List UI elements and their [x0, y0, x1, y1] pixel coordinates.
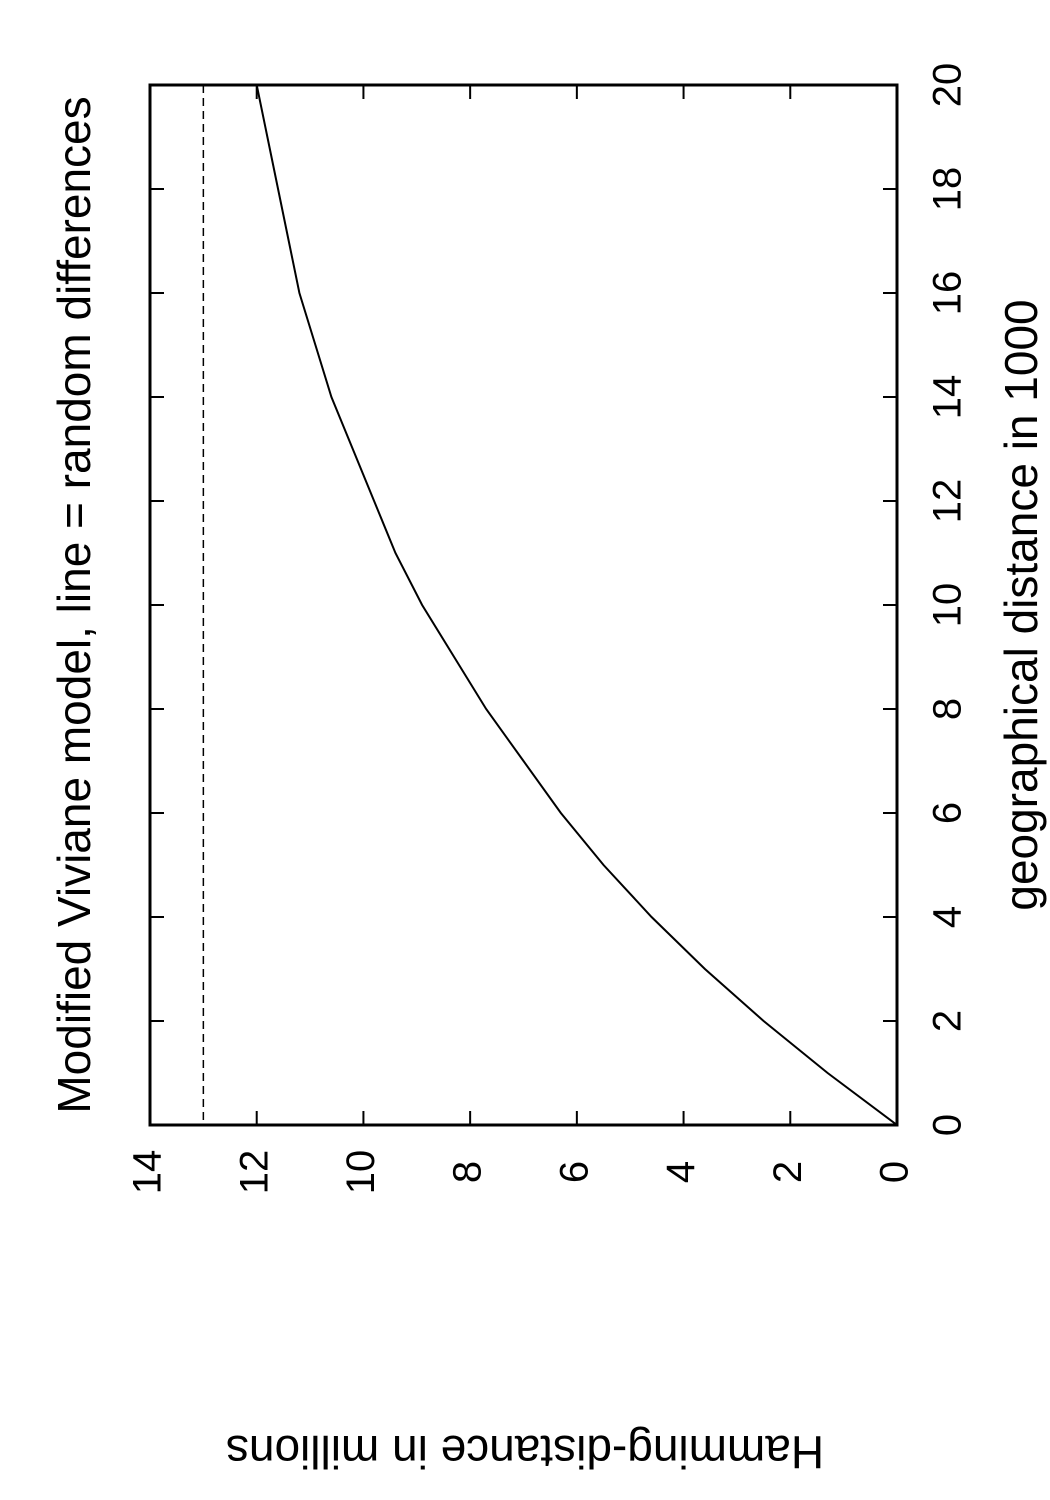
y-tick-label: 0	[873, 1161, 917, 1183]
x-tick-label: 4	[926, 906, 970, 928]
y-tick-label: 6	[552, 1161, 596, 1183]
x-axis-label: geographical distance in 1000	[995, 299, 1047, 910]
x-tick-label: 20	[926, 63, 970, 108]
x-tick-label: 18	[926, 167, 970, 212]
y-tick-label: 2	[766, 1161, 810, 1183]
x-tick-label: 6	[926, 802, 970, 824]
x-tick-label: 2	[926, 1010, 970, 1032]
x-tick-label: 14	[926, 375, 970, 420]
x-tick-label: 0	[926, 1114, 970, 1136]
x-tick-label: 12	[926, 479, 970, 524]
x-tick-label: 8	[926, 698, 970, 720]
y-tick-label: 12	[232, 1150, 276, 1195]
data-line	[255, 84, 898, 1126]
y-tick-label: 14	[126, 1150, 170, 1195]
y-tick-label: 8	[446, 1161, 490, 1183]
y-axis-label: Hamming-distance in millions	[226, 1426, 824, 1478]
chart-title: Modified Viviane model, line = random di…	[48, 96, 100, 1113]
y-tick-label: 10	[339, 1150, 383, 1195]
plot-frame	[148, 83, 899, 1127]
x-tick-label: 10	[926, 583, 970, 628]
x-tick-label: 16	[926, 271, 970, 316]
y-tick-label: 4	[659, 1161, 703, 1183]
